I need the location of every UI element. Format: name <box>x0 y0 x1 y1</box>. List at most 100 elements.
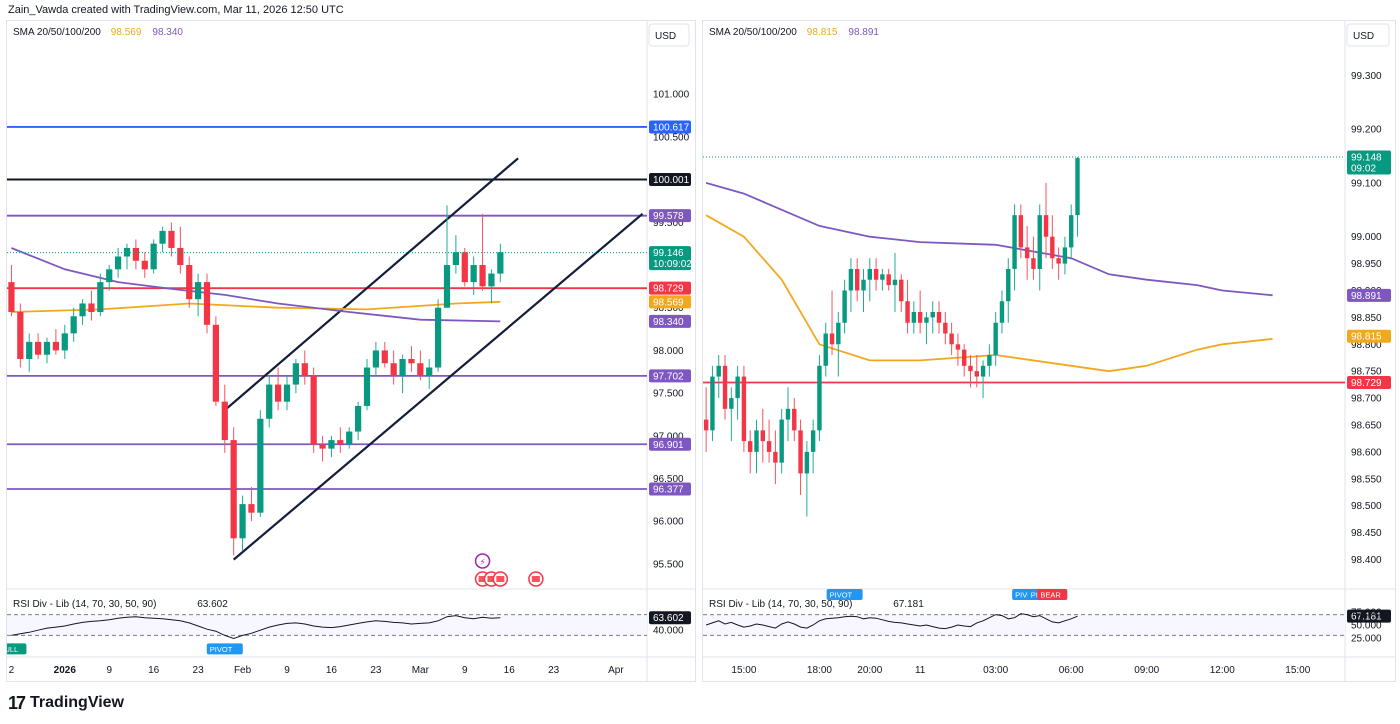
intraday-candle-12 <box>779 408 784 474</box>
intraday-candle-4 <box>729 387 734 442</box>
daily-candle-body-45 <box>408 358 415 364</box>
daily-x-tick-4: 23 <box>193 665 205 676</box>
daily-flag-fill-1 <box>487 576 496 582</box>
daily-us-flag-icon-3 <box>528 571 544 587</box>
daily-candle-body-12 <box>115 256 122 270</box>
daily-candle-27 <box>248 487 255 522</box>
daily-x-tick-3: 16 <box>148 665 160 676</box>
intraday-candle-body-55 <box>1050 236 1055 259</box>
intraday-rsi-marker-3: BEAR <box>1037 589 1068 600</box>
daily-candle-body-46 <box>417 363 424 377</box>
intraday-y-tick-8: 98.750 <box>1351 367 1382 378</box>
intraday-candle-body-57 <box>1062 247 1068 264</box>
daily-candle-4 <box>43 337 51 364</box>
daily-candle-11 <box>106 265 113 291</box>
daily-level-tag-3-bg <box>649 281 691 295</box>
intraday-price-tag-0-label: 99.148 <box>1351 153 1382 164</box>
intraday-candle-9 <box>760 408 765 463</box>
daily-candle-43 <box>390 350 397 385</box>
intraday-candle-16 <box>804 441 810 517</box>
daily-y-tick-1: 100.500 <box>653 132 690 143</box>
intraday-y-tick-6: 98.850 <box>1351 313 1382 324</box>
intraday-candle-body-58 <box>1069 215 1074 248</box>
intraday-candle-body-37 <box>936 312 942 323</box>
daily-candle-2 <box>26 333 33 372</box>
daily-candle-53 <box>479 213 486 291</box>
intraday-candle-39 <box>949 322 954 356</box>
intraday-price-tag-0-bg <box>1347 150 1391 175</box>
daily-y-tick-0: 101.000 <box>653 90 690 101</box>
daily-candle-body-16 <box>150 243 157 270</box>
intraday-candle-24 <box>855 258 860 302</box>
intraday-candle-body-9 <box>760 430 765 442</box>
intraday-candle-body-51 <box>1024 247 1030 259</box>
daily-candle-body-9 <box>88 303 95 312</box>
intraday-candle-body-39 <box>949 333 954 345</box>
intraday-candle-body-45 <box>987 355 992 366</box>
intraday-y-tick-13: 98.500 <box>1351 501 1382 512</box>
intraday-chart-panel[interactable]: SMA 20/50/100/200 98.815 98.891 USD 99.300 99… <box>702 20 1396 682</box>
daily-x-tick-7: 16 <box>326 665 338 676</box>
daily-candle-body-8 <box>79 303 86 317</box>
daily-rsi-marker-bg-1 <box>206 643 243 655</box>
intraday-rsi-value-tag-bg <box>1347 609 1391 623</box>
intraday-candle-body-15 <box>798 430 803 474</box>
daily-candle-body-4 <box>43 341 51 355</box>
intraday-candle-body-25 <box>861 279 866 291</box>
intraday-candle-26 <box>867 258 872 302</box>
intraday-candle-20 <box>829 290 835 356</box>
daily-candle-20 <box>186 256 193 308</box>
daily-price-tag-0-bg <box>649 246 691 271</box>
daily-candle-body-21 <box>195 282 202 300</box>
daily-candle-body-44 <box>399 358 406 377</box>
intraday-y-tick-2: 99.100 <box>1351 178 1382 189</box>
intraday-candle-27 <box>873 258 879 291</box>
intraday-candle-51 <box>1024 225 1030 280</box>
daily-lightning-icon-0: ⚡ <box>474 553 491 569</box>
intraday-x-tick-2: 20:00 <box>857 665 882 676</box>
daily-candle-55 <box>497 243 504 283</box>
intraday-x-tick-1: 18:00 <box>807 665 832 676</box>
daily-candle-body-26 <box>239 504 246 539</box>
daily-candle-body-15 <box>141 260 148 270</box>
daily-candle-14 <box>132 239 139 270</box>
daily-x-tick-0: 2 <box>9 665 15 676</box>
daily-candle-body-47 <box>426 367 433 377</box>
daily-candle-30 <box>275 367 282 411</box>
daily-candle-body-10 <box>97 282 104 312</box>
intraday-candle-21 <box>836 312 841 377</box>
daily-rsi-tick: 40.000 <box>653 626 684 637</box>
daily-level-tag-1-bg <box>649 173 691 187</box>
intraday-rsi-marker-0: PIVOT <box>826 589 863 600</box>
daily-x-tick-2: 9 <box>106 665 112 676</box>
daily-candle-36 <box>328 435 335 458</box>
daily-level-tag-6-bg <box>649 482 691 496</box>
daily-level-tag-4-label: 97.702 <box>653 371 684 382</box>
daily-rsi-value-tag-bg <box>649 611 691 625</box>
daily-level-tag-2-bg <box>649 209 691 223</box>
daily-currency-bg <box>648 23 690 47</box>
intraday-candle-body-30 <box>892 279 898 286</box>
daily-y-tick-11: 95.500 <box>653 559 684 570</box>
daily-level-tag-2: 99.578 <box>649 209 691 223</box>
daily-level-tag-4: 97.702 <box>649 369 691 383</box>
intraday-price-tag-1: 98.891 <box>1347 288 1391 302</box>
intraday-currency-button[interactable]: USD <box>1346 23 1390 47</box>
daily-level-tag-4-bg <box>649 369 691 383</box>
daily-rsi-legend-value: 63.602 <box>197 599 228 610</box>
daily-candle-body-52 <box>470 265 477 283</box>
daily-indicator-value-1: 98.340 <box>152 27 183 38</box>
intraday-price-tag-1-bg <box>1347 288 1391 302</box>
daily-currency-button[interactable]: USD <box>648 23 690 47</box>
daily-y-tick-7: 97.500 <box>653 389 684 400</box>
daily-candle-body-53 <box>479 265 486 287</box>
chart-caption: Zain_Vawda created with TradingView.com,… <box>8 4 344 16</box>
daily-candle-body-1 <box>17 312 24 359</box>
intraday-candle-2 <box>716 355 721 399</box>
daily-chart-panel[interactable]: SMA 20/50/100/200 98.569 98.340 USD 101.000 1… <box>0 20 696 682</box>
intraday-candle-body-3 <box>722 365 728 409</box>
daily-candle-body-50 <box>452 252 459 266</box>
daily-candle-7 <box>70 307 77 342</box>
intraday-x-tick-3: 11 <box>915 665 926 676</box>
